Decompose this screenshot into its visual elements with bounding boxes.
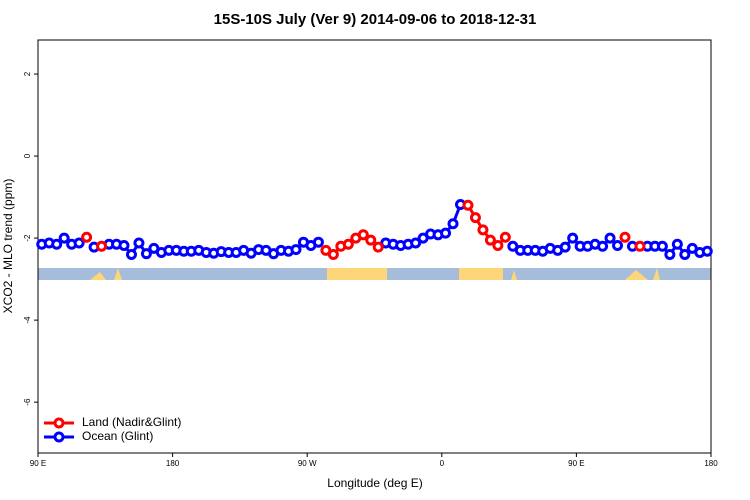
data-point <box>477 224 489 236</box>
legend-label: Ocean (Glint) <box>82 429 153 443</box>
data-point <box>484 234 496 246</box>
y-tick-label: -4 <box>23 316 32 324</box>
x-tick-label: 180 <box>704 459 718 468</box>
data-point <box>634 240 646 252</box>
chart-title: 15S-10S July (Ver 9) 2014-09-06 to 2018-… <box>214 11 537 28</box>
x-axis-label: Longitude (deg E) <box>327 476 422 490</box>
land-band <box>327 268 387 280</box>
data-point <box>96 240 108 252</box>
data-point <box>447 218 459 230</box>
data-point <box>81 231 93 243</box>
data-point <box>656 240 668 252</box>
x-tick-label: 90 E <box>30 459 46 468</box>
data-point <box>567 232 579 244</box>
land-mask <box>38 268 711 280</box>
data-point <box>140 248 152 260</box>
legend-marker <box>53 431 65 443</box>
data-point <box>365 234 377 246</box>
x-tick-label: 0 <box>440 459 445 468</box>
data-point <box>664 248 676 260</box>
data-point <box>133 237 145 249</box>
data-point <box>492 239 504 251</box>
data-point <box>58 232 70 244</box>
y-tick-label: -6 <box>23 398 32 406</box>
land-band <box>459 268 503 280</box>
data-point <box>51 238 63 250</box>
land-band <box>653 268 660 280</box>
y-tick-label: 2 <box>23 71 32 76</box>
land-band <box>511 270 517 280</box>
x-tick-label: 180 <box>166 459 180 468</box>
data-point <box>462 199 474 211</box>
data-point <box>469 212 481 224</box>
legend-marker <box>53 417 65 429</box>
data-point <box>619 231 631 243</box>
legend-label: Land (Nadir&Glint) <box>82 415 181 429</box>
data-point <box>125 248 137 260</box>
y-tick-label: 0 <box>23 153 32 158</box>
data-point <box>612 239 624 251</box>
data-point <box>679 248 691 260</box>
data-point <box>671 238 683 250</box>
y-axis-label: XCO2 - MLO trend (ppm) <box>1 179 15 314</box>
data-point <box>342 238 354 250</box>
y-tick-label: -2 <box>23 234 32 242</box>
land-band <box>625 270 648 280</box>
data-point <box>701 245 713 257</box>
data-point <box>559 241 571 253</box>
data-point <box>499 231 511 243</box>
data-point <box>290 244 302 256</box>
data-point <box>372 241 384 253</box>
data-point <box>440 227 452 239</box>
data-point <box>410 237 422 249</box>
land-band <box>114 268 122 280</box>
x-tick-label: 90 E <box>568 459 584 468</box>
data-point <box>118 239 130 251</box>
data-point <box>597 240 609 252</box>
data-point <box>604 232 616 244</box>
data-point <box>73 237 85 249</box>
data-point <box>327 248 339 260</box>
data-point <box>357 229 369 241</box>
land-band <box>90 272 106 280</box>
data-point <box>312 236 324 248</box>
x-tick-label: 90 W <box>298 459 317 468</box>
